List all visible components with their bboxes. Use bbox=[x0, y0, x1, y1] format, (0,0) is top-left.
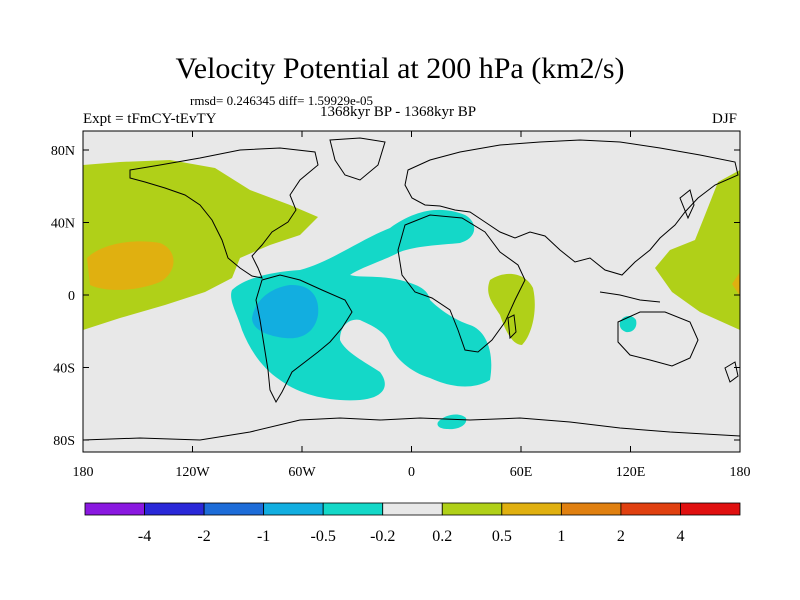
map-title: Velocity Potential at 200 hPa (km2/s) bbox=[175, 52, 625, 85]
colorbar: -4 -2 -1 -0.5 -0.2 0.2 0.5 1 2 4 bbox=[84, 502, 741, 545]
x-tick-label: 60E bbox=[510, 465, 533, 480]
colorbar-label: -4 bbox=[138, 528, 151, 545]
x-tick-label: 120W bbox=[175, 465, 210, 480]
colorbar-label: -2 bbox=[197, 528, 210, 545]
y-axis: 80N 40N 0 40S 80S bbox=[51, 144, 740, 449]
colorbar-swatch bbox=[620, 502, 681, 516]
colorbar-swatch bbox=[84, 502, 145, 516]
colorbar-label: 0.2 bbox=[432, 528, 452, 545]
negative-region-indonesia bbox=[619, 316, 637, 333]
colorbar-swatch bbox=[322, 502, 384, 516]
x-tick-label: 180 bbox=[730, 465, 751, 480]
positive-region-pacific-east bbox=[655, 170, 740, 330]
y-tick-label: 40N bbox=[51, 217, 75, 232]
colorbar-swatch bbox=[203, 502, 265, 516]
y-tick-label: 80S bbox=[53, 434, 75, 449]
colorbar-swatch bbox=[263, 502, 324, 516]
period-label: 1368kyr BP - 1368kyr BP bbox=[320, 104, 477, 120]
velocity-potential-field bbox=[83, 137, 740, 441]
colorbar-swatch bbox=[680, 502, 741, 516]
colorbar-swatch bbox=[501, 502, 562, 516]
y-tick-label: 80N bbox=[51, 144, 75, 159]
positive-region-indian-ocean bbox=[488, 273, 535, 345]
season-label: DJF bbox=[712, 111, 738, 127]
colorbar-label: 4 bbox=[676, 528, 684, 545]
colorbar-label: 2 bbox=[617, 528, 625, 545]
experiment-label: Expt = tFmCY-tEvTY bbox=[83, 111, 217, 127]
colorbar-label: -0.5 bbox=[311, 528, 336, 545]
positive-region-pacific-east-core bbox=[732, 272, 740, 296]
positive-region-pacific-core bbox=[87, 241, 174, 290]
coastlines bbox=[83, 137, 740, 441]
colorbar-label: -0.2 bbox=[370, 528, 395, 545]
stats-label: rmsd= 0.246345 diff= 1.59929e-05 bbox=[190, 93, 374, 108]
x-tick-label: 120E bbox=[616, 465, 646, 480]
colorbar-label: -1 bbox=[257, 528, 270, 545]
colorbar-label: 0.5 bbox=[492, 528, 512, 545]
x-tick-label: 180 bbox=[73, 465, 94, 480]
x-tick-label: 0 bbox=[408, 465, 415, 480]
colorbar-swatch bbox=[382, 502, 443, 516]
negative-region-south-america-core bbox=[252, 284, 319, 339]
colorbar-swatch bbox=[441, 502, 503, 516]
x-axis: 180 120W 60W 0 60E 120E 180 bbox=[73, 131, 751, 480]
colorbar-label: 1 bbox=[557, 528, 565, 545]
positive-region-pacific-west bbox=[83, 160, 318, 330]
y-tick-label: 40S bbox=[53, 362, 75, 377]
negative-region-antarctic bbox=[437, 414, 467, 430]
colorbar-swatch bbox=[144, 502, 205, 516]
colorbar-swatch bbox=[560, 502, 622, 516]
y-tick-label: 0 bbox=[68, 289, 75, 304]
x-tick-label: 60W bbox=[288, 465, 316, 480]
negative-region-atlantic bbox=[231, 209, 492, 401]
